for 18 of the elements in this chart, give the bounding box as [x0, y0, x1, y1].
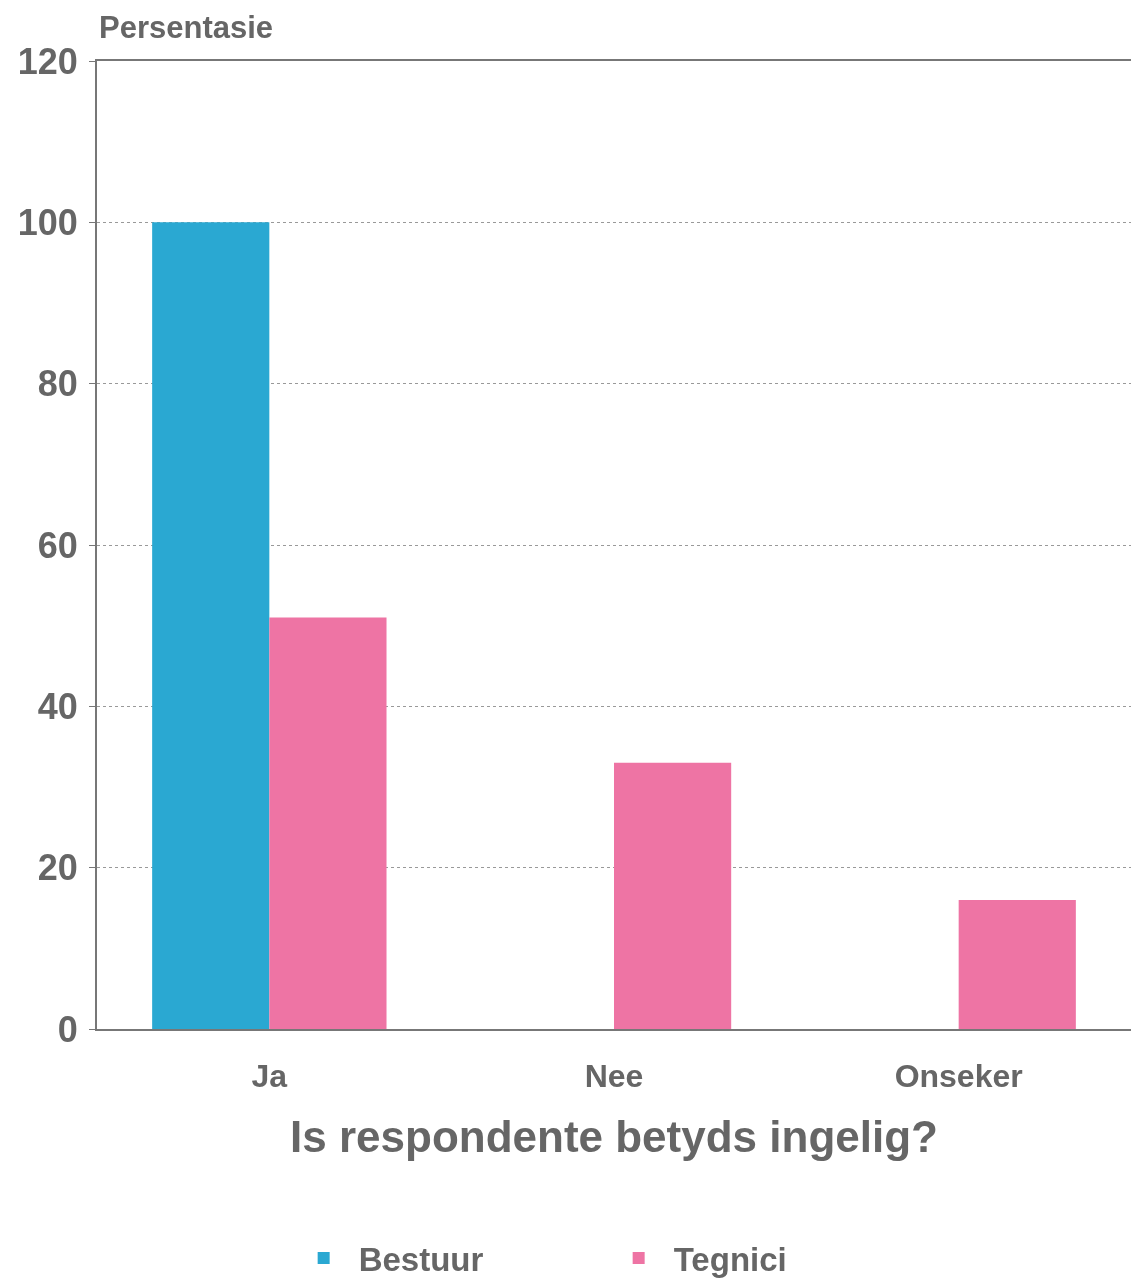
bar: [269, 617, 387, 1029]
y-tick-label: 0: [57, 1008, 78, 1050]
legend-label: Tegnici: [673, 1240, 787, 1278]
x-axis-title: Is respondente betyds ingelig?: [290, 1112, 938, 1162]
y-tick-label: 100: [17, 201, 78, 243]
bar: [958, 899, 1076, 1029]
x-tick-label: Onseker: [894, 1058, 1023, 1095]
y-axis-title: Persentasie: [99, 10, 274, 45]
x-tick-label: Ja: [251, 1058, 288, 1095]
legend-label: Bestuur: [358, 1240, 484, 1278]
y-tick-label: 20: [37, 847, 78, 889]
y-tick-label: 80: [37, 363, 78, 405]
y-tick-label: 40: [37, 685, 78, 727]
y-tick-label: 120: [17, 40, 78, 82]
x-tick-label: Nee: [584, 1058, 644, 1095]
y-tick-label: 60: [37, 524, 78, 566]
bar: [614, 762, 732, 1029]
bar: [152, 222, 270, 1029]
